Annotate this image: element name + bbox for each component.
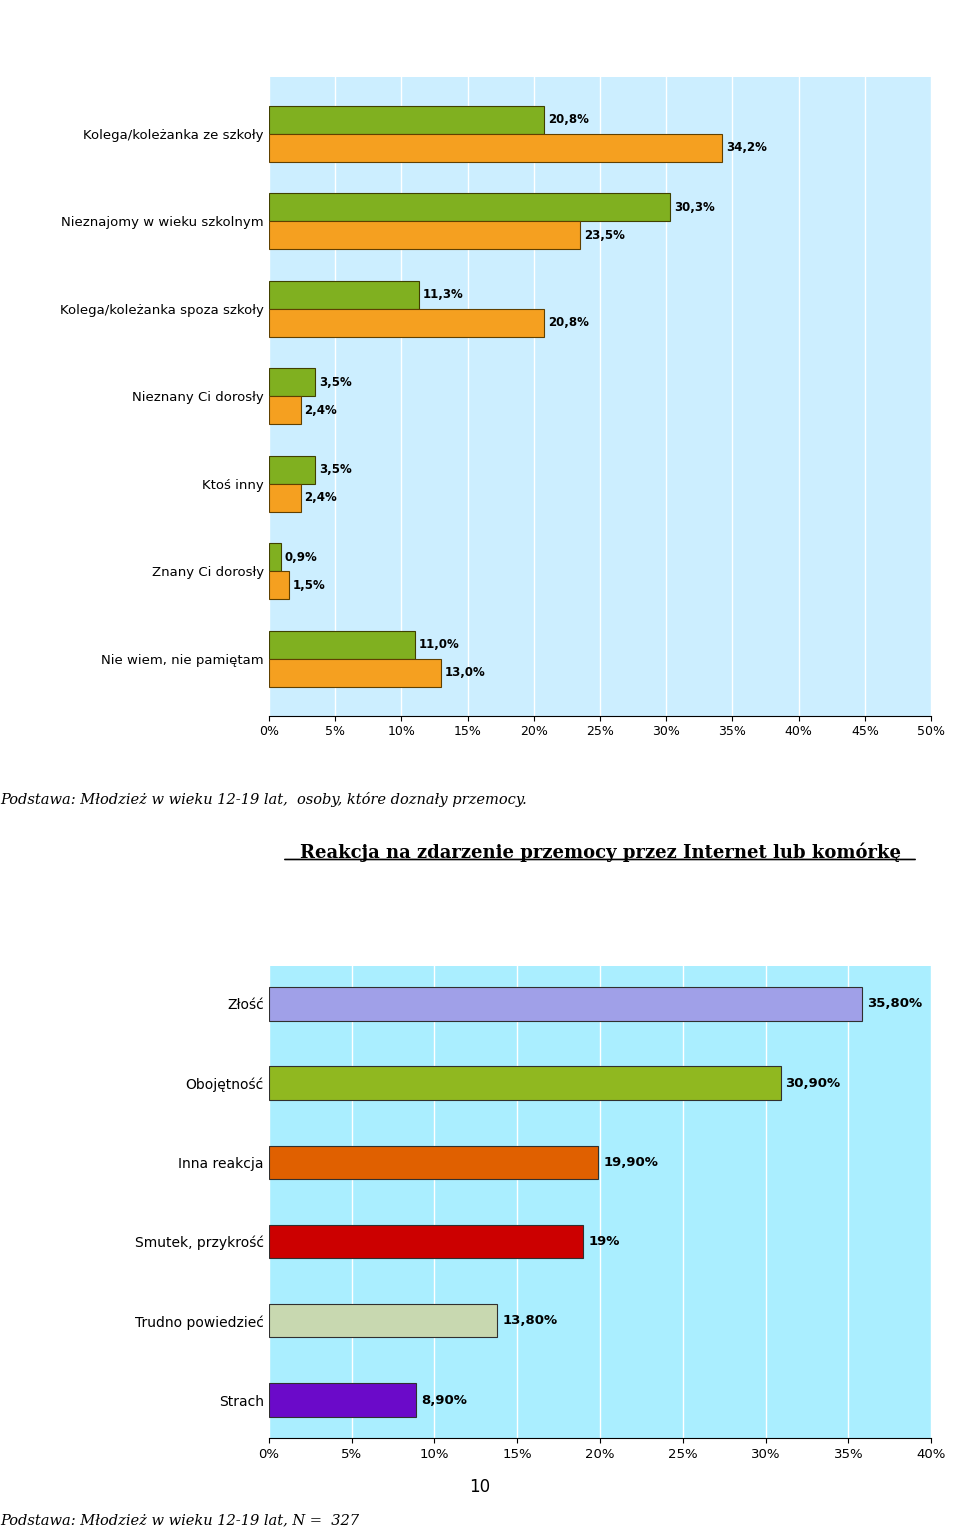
Bar [269, 483, 300, 511]
Bar [269, 1383, 417, 1417]
Text: 10: 10 [469, 1478, 491, 1496]
Bar [269, 106, 544, 133]
Text: 2,4%: 2,4% [304, 491, 337, 503]
Bar [269, 630, 415, 658]
Bar [269, 571, 289, 600]
Bar [269, 280, 419, 309]
Bar [269, 396, 300, 424]
Bar [269, 658, 441, 687]
Text: 3,5%: 3,5% [319, 464, 352, 476]
Bar [269, 1146, 598, 1180]
Text: 30,3%: 30,3% [674, 200, 715, 214]
Bar [269, 1304, 497, 1337]
Text: 20,8%: 20,8% [548, 317, 589, 329]
Text: Reakcja na zdarzenie przemocy przez Internet lub komórkę: Reakcja na zdarzenie przemocy przez Inte… [300, 843, 900, 861]
Text: 19%: 19% [588, 1235, 620, 1248]
Text: 1,5%: 1,5% [293, 578, 325, 592]
Text: 13,80%: 13,80% [502, 1314, 558, 1328]
Text: 2,4%: 2,4% [304, 404, 337, 416]
Text: 13,0%: 13,0% [445, 666, 486, 679]
Text: 11,3%: 11,3% [422, 288, 464, 301]
Text: 30,90%: 30,90% [785, 1077, 841, 1089]
Text: 35,80%: 35,80% [867, 998, 922, 1010]
Bar [269, 309, 544, 337]
Text: 20,8%: 20,8% [548, 113, 589, 125]
Text: Podstawa: Młodzież w wieku 12-19 lat,  osoby, które doznały przemocy.: Podstawa: Młodzież w wieku 12-19 lat, os… [0, 793, 527, 808]
Text: 19,90%: 19,90% [603, 1155, 659, 1169]
Bar [269, 1066, 780, 1100]
Bar [269, 1226, 584, 1258]
Text: 8,90%: 8,90% [421, 1394, 467, 1406]
Text: Podstawa: Młodzież w wieku 12-19 lat, N =  327: Podstawa: Młodzież w wieku 12-19 lat, N … [0, 1513, 359, 1528]
Text: 11,0%: 11,0% [419, 638, 459, 652]
Bar [269, 456, 315, 483]
Text: 34,2%: 34,2% [726, 141, 767, 155]
Text: 23,5%: 23,5% [584, 228, 625, 242]
Bar [269, 987, 862, 1021]
Text: 0,9%: 0,9% [285, 551, 318, 563]
Bar [269, 369, 315, 396]
Bar [269, 133, 722, 162]
Bar [269, 193, 670, 220]
Bar [269, 543, 280, 571]
Text: 3,5%: 3,5% [319, 375, 352, 389]
Bar [269, 220, 580, 249]
